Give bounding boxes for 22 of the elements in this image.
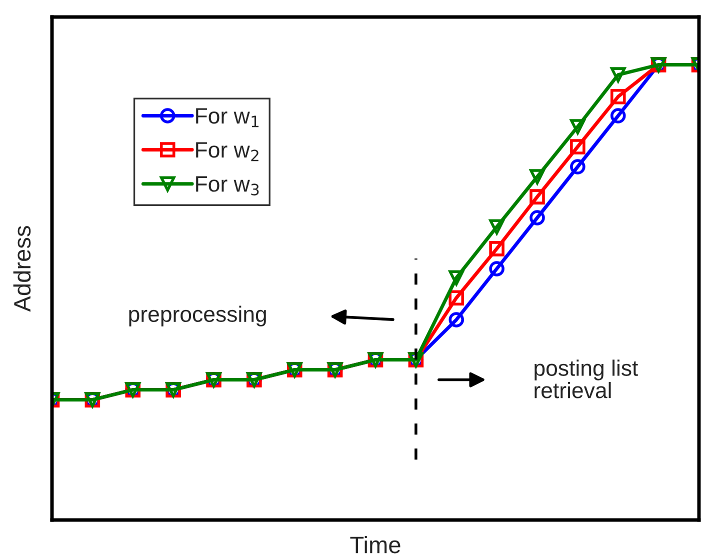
point	[610, 67, 626, 82]
point	[570, 159, 586, 174]
point	[570, 119, 586, 134]
point	[489, 219, 504, 234]
annotation: preprocessing	[129, 306, 266, 326]
point	[610, 89, 626, 104]
y-axis-title: Address	[13, 226, 31, 312]
point	[448, 312, 464, 328]
point	[530, 169, 545, 184]
legend-label: For w$_{1}$	[196, 108, 259, 128]
point	[489, 261, 504, 276]
legend-label: For w$_{3}$	[196, 176, 259, 196]
legend-label: For w$_{2}$	[196, 142, 258, 162]
point	[610, 108, 626, 124]
point	[448, 270, 464, 286]
point	[530, 189, 545, 204]
point	[570, 139, 586, 154]
annotation: posting list retrieval	[534, 360, 638, 398]
point	[489, 241, 504, 256]
x-axis-title: Time	[350, 536, 400, 554]
point	[530, 210, 545, 226]
point	[448, 290, 464, 306]
